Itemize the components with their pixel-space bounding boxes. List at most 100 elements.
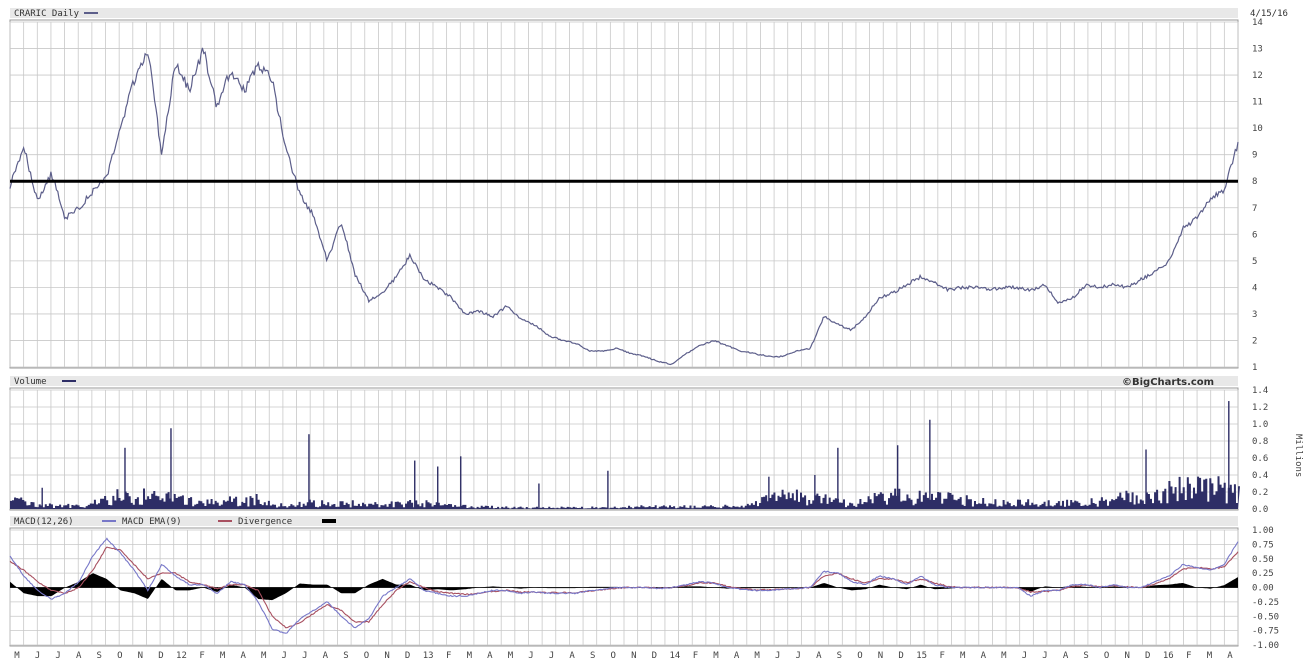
price-y-tick-label: 13 xyxy=(1252,45,1263,55)
volume-y-tick-label: 0.6 xyxy=(1252,454,1268,464)
x-axis-tick-label: 16 xyxy=(1163,651,1174,661)
x-axis-tick-label: J xyxy=(302,651,307,661)
macd-y-tick-label: -0.50 xyxy=(1252,612,1279,622)
volume-grid xyxy=(9,389,1239,510)
volume-y-tick-label: 0.8 xyxy=(1252,437,1268,447)
x-axis-tick-label: F xyxy=(1186,651,1191,661)
x-axis-tick-label: A xyxy=(981,651,987,661)
x-axis-tick-label: A xyxy=(240,651,246,661)
x-axis-tick-label: D xyxy=(405,651,410,661)
price-header-bar xyxy=(10,8,1238,18)
macd-header-bar xyxy=(10,516,1238,526)
macd-y-axis: -1.00 -0.75 -0.50 -0.25 0.00 0.25 0.50 0.75 1.00 xyxy=(1252,526,1279,651)
chart-date: 4/15/16 xyxy=(1250,9,1288,19)
price-y-tick-label: 10 xyxy=(1252,124,1263,134)
price-series-line xyxy=(9,47,1239,366)
volume-header-bar xyxy=(10,376,1238,386)
x-axis-tick-label: J xyxy=(1022,651,1027,661)
x-axis-tick-label: F xyxy=(199,651,204,661)
price-y-tick-label: 1 xyxy=(1252,363,1257,373)
x-axis-tick-label: S xyxy=(590,651,595,661)
price-y-tick-label: 2 xyxy=(1252,336,1257,346)
macd-y-tick-label: 0.00 xyxy=(1252,584,1274,594)
x-axis-tick-label: O xyxy=(364,651,369,661)
x-axis-tick-label: O xyxy=(1104,651,1109,661)
volume-y-tick-label: 1.4 xyxy=(1252,386,1268,396)
x-axis-tick-label: M xyxy=(1001,651,1007,661)
x-axis-tick-label: J xyxy=(55,651,60,661)
volume-unit-label: Millions xyxy=(1293,434,1303,477)
x-axis-tick-label: N xyxy=(384,651,389,661)
x-axis-tick-label: D xyxy=(158,651,163,661)
x-axis-tick-label: J xyxy=(1042,651,1047,661)
x-axis-tick-label: M xyxy=(220,651,226,661)
x-axis-tick-label: S xyxy=(837,651,842,661)
x-axis-tick-label: O xyxy=(117,651,122,661)
price-legend-swatch xyxy=(84,12,98,14)
x-axis-tick-label: S xyxy=(97,651,102,661)
x-axis-tick-label: A xyxy=(569,651,575,661)
x-axis-tick-label: 15 xyxy=(916,651,927,661)
x-axis-tick-label: A xyxy=(734,651,740,661)
volume-legend-swatch xyxy=(62,380,76,382)
price-y-tick-label: 12 xyxy=(1252,71,1263,81)
volume-y-tick-label: 0.2 xyxy=(1252,488,1268,498)
volume-y-tick-label: 0.0 xyxy=(1252,505,1268,515)
macd-ema-legend-swatch xyxy=(218,520,232,522)
macd-panel: MACD(12,26) MACD EMA(9) Divergence -1.00… xyxy=(9,516,1279,651)
x-axis-tick-label: M xyxy=(960,651,966,661)
x-axis-tick-label: M xyxy=(754,651,760,661)
x-axis-tick-label: S xyxy=(1083,651,1088,661)
x-axis-tick-label: M xyxy=(14,651,20,661)
volume-spikes xyxy=(41,401,1230,509)
x-axis-tick-label: J xyxy=(775,651,780,661)
x-axis-tick-label: M xyxy=(1207,651,1213,661)
price-panel-title: CRARIC Daily xyxy=(14,9,80,19)
x-axis-tick-label: D xyxy=(652,651,657,661)
macd-y-tick-label: 0.50 xyxy=(1252,555,1274,565)
x-axis-tick-label: A xyxy=(816,651,822,661)
volume-panel: Volume ©BigCharts.com 0.0 0.2 0.4 0.6 0.8 1.0… xyxy=(9,376,1303,515)
x-axis-tick-label: F xyxy=(693,651,698,661)
macd-y-tick-label: 1.00 xyxy=(1252,526,1274,536)
divergence-legend-swatch xyxy=(322,519,336,523)
x-axis-tick-label: M xyxy=(508,651,514,661)
x-axis-tick-label: F xyxy=(446,651,451,661)
x-axis-tick-label: A xyxy=(1063,651,1069,661)
macd-y-tick-label: 0.75 xyxy=(1252,540,1274,550)
x-axis-tick-label: D xyxy=(1145,651,1150,661)
macd-y-tick-label: 0.25 xyxy=(1252,569,1274,579)
x-axis-tick-label: 14 xyxy=(669,651,680,661)
macd-y-tick-label: -0.75 xyxy=(1252,627,1279,637)
x-axis-tick-label: 12 xyxy=(176,651,187,661)
x-axis-tick-label: A xyxy=(323,651,329,661)
x-axis-tick-label: J xyxy=(549,651,554,661)
price-y-tick-label: 3 xyxy=(1252,310,1257,320)
price-y-tick-label: 4 xyxy=(1252,283,1257,293)
x-axis-tick-label: J xyxy=(528,651,533,661)
price-y-tick-label: 14 xyxy=(1252,18,1263,28)
price-y-tick-label: 5 xyxy=(1252,257,1257,267)
macd-ema-legend-label: MACD EMA(9) xyxy=(122,517,182,527)
x-axis-tick-label: D xyxy=(898,651,903,661)
price-y-tick-label: 11 xyxy=(1252,98,1263,108)
x-axis-tick-label: O xyxy=(857,651,862,661)
x-axis-tick-label: J xyxy=(35,651,40,661)
macd-legend-swatch xyxy=(102,520,116,522)
volume-y-axis: 0.0 0.2 0.4 0.6 0.8 1.0 1.2 1.4 xyxy=(1252,386,1268,515)
macd-y-tick-label: -1.00 xyxy=(1252,641,1279,651)
volume-panel-title: Volume xyxy=(14,377,47,387)
price-y-tick-label: 8 xyxy=(1252,177,1257,187)
x-axis-tick-label: O xyxy=(611,651,616,661)
x-axis-tick-label: J xyxy=(282,651,287,661)
x-axis-tick-label: A xyxy=(76,651,82,661)
macd-series-line xyxy=(9,537,1239,634)
x-axis-tick-label: S xyxy=(343,651,348,661)
macd-ema-series-line xyxy=(9,546,1239,629)
volume-y-tick-label: 0.4 xyxy=(1252,471,1268,481)
macd-panel-title: MACD(12,26) xyxy=(14,517,74,527)
macd-y-tick-label: -0.25 xyxy=(1252,598,1279,608)
